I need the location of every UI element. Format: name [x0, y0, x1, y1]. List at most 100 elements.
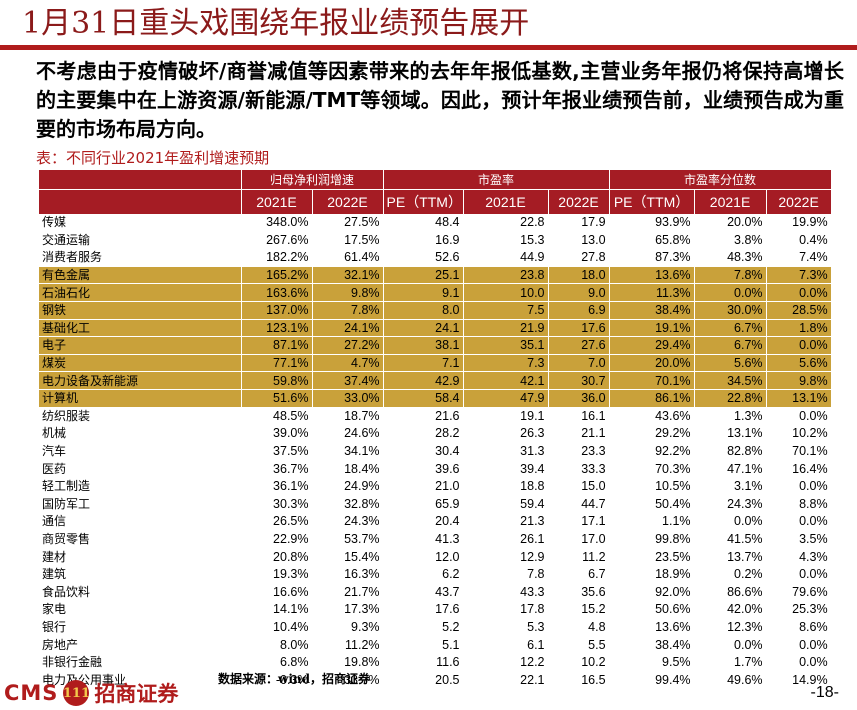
value-cell: 0.0%: [766, 635, 832, 654]
value-cell: 4.7%: [312, 354, 384, 373]
value-cell: 16.6%: [241, 582, 313, 601]
value-cell: 87.3%: [609, 248, 695, 267]
value-cell: 12.0: [383, 547, 464, 566]
logo-badge-icon: 111: [62, 680, 91, 706]
value-cell: 22.8: [463, 214, 549, 232]
value-cell: 9.5%: [609, 653, 695, 671]
industry-name-cell: 建材: [39, 547, 242, 566]
value-cell: 348.0%: [241, 214, 313, 232]
value-cell: 16.4%: [766, 459, 832, 478]
industry-name-cell: 纺织服装: [39, 407, 242, 425]
value-cell: 10.0: [463, 283, 549, 302]
industry-name-cell: 国防军工: [39, 495, 242, 513]
value-cell: 17.9: [548, 214, 610, 232]
value-cell: 30.7: [548, 371, 610, 390]
value-cell: 0.0%: [766, 565, 832, 583]
industry-name-cell: 基础化工: [39, 319, 242, 338]
value-cell: 35.1: [463, 336, 549, 355]
value-cell: 12.9: [463, 547, 549, 566]
value-cell: 6.7%: [694, 336, 767, 355]
value-cell: 20.5: [383, 670, 464, 689]
value-cell: 0.0%: [694, 635, 767, 654]
value-cell: 35.6: [548, 582, 610, 601]
value-cell: 19.8%: [312, 653, 384, 671]
value-cell: 70.1%: [609, 371, 695, 390]
column-header: 2021E: [463, 189, 549, 214]
company-logo: CMS 111 招商证券: [4, 678, 178, 708]
value-cell: 6.7: [548, 565, 610, 583]
column-header: 2022E: [766, 189, 832, 214]
value-cell: 24.3%: [312, 512, 384, 531]
value-cell: 24.9%: [312, 477, 384, 495]
value-cell: 30.4: [383, 442, 464, 460]
table-row: 电子 87.1% 27.2% 38.1 35.1 27.6 29.4% 6.7% 0.0%: [39, 336, 832, 355]
value-cell: 10.5%: [609, 477, 695, 495]
table-row: 消费者服务 182.2% 61.4% 52.6 44.9 27.8 87.3% 48.3% 7.…: [39, 248, 832, 267]
value-cell: 7.8%: [312, 301, 384, 320]
value-cell: 26.3: [463, 424, 549, 443]
industry-name-cell: 通信: [39, 512, 242, 531]
value-cell: 33.7%: [312, 670, 384, 689]
value-cell: 11.2: [548, 547, 610, 566]
logo-badge-text: 111: [62, 685, 91, 701]
value-cell: 8.6%: [766, 618, 832, 636]
value-cell: 11.3%: [609, 283, 695, 302]
industry-name-cell: 机械: [39, 424, 242, 443]
value-cell: 15.2: [548, 600, 610, 619]
value-cell: 11.6: [383, 653, 464, 671]
industry-name-cell: 电力设备及新能源: [39, 371, 242, 390]
value-cell: 65.8%: [609, 231, 695, 249]
value-cell: 0.0%: [694, 283, 767, 302]
value-cell: 70.1%: [766, 442, 832, 460]
value-cell: 6.1: [463, 635, 549, 654]
value-cell: 22.8%: [694, 389, 767, 408]
value-cell: 58.4: [383, 389, 464, 408]
industry-name-cell: 食品饮料: [39, 582, 242, 601]
value-cell: 21.1: [548, 424, 610, 443]
industry-name-cell: 钢铁: [39, 301, 242, 320]
value-cell: 21.6: [383, 407, 464, 425]
table-row: 电力及公用事业 -0.3% 33.7% 20.5 22.1 16.5 99.4% 49.6% 1…: [39, 670, 832, 689]
column-header: 2021E: [694, 189, 767, 214]
value-cell: 38.4%: [609, 635, 695, 654]
value-cell: 6.9: [548, 301, 610, 320]
table-row: 建筑 19.3% 16.3% 6.2 7.8 6.7 18.9% 0.2% 0.0%: [39, 565, 832, 583]
value-cell: 43.6%: [609, 407, 695, 425]
column-header: PE（TTM）: [383, 189, 464, 214]
value-cell: 0.0%: [766, 477, 832, 495]
value-cell: 99.8%: [609, 530, 695, 548]
value-cell: 47.9: [463, 389, 549, 408]
value-cell: 4.3%: [766, 547, 832, 566]
value-cell: 16.9: [383, 231, 464, 249]
value-cell: 27.8: [548, 248, 610, 267]
value-cell: 20.4: [383, 512, 464, 531]
value-cell: 0.2%: [694, 565, 767, 583]
value-cell: 92.2%: [609, 442, 695, 460]
table-row: 电力设备及新能源 59.8% 37.4% 42.9 42.1 30.7 70.1% 34.5%…: [39, 371, 832, 390]
value-cell: 37.4%: [312, 371, 384, 390]
value-cell: 29.2%: [609, 424, 695, 443]
value-cell: 267.6%: [241, 231, 313, 249]
slide-body-text: 不考虑由于疫情破坏/商誉减值等因素带来的去年年报低基数,主营业务年报仍将保持高增…: [36, 59, 844, 141]
value-cell: 5.3: [463, 618, 549, 636]
table-row: 计算机 51.6% 33.0% 58.4 47.9 36.0 86.1% 22.8% 13.1%: [39, 389, 832, 408]
industry-name-cell: 非银行金融: [39, 653, 242, 671]
value-cell: 43.3: [463, 582, 549, 601]
table-row: 钢铁 137.0% 7.8% 8.0 7.5 6.9 38.4% 30.0% 28.5%: [39, 301, 832, 320]
value-cell: 18.7%: [312, 407, 384, 425]
table-row: 建材 20.8% 15.4% 12.0 12.9 11.2 23.5% 13.7% 4.3%: [39, 547, 832, 566]
value-cell: 53.7%: [312, 530, 384, 548]
industry-name-cell: 有色金属: [39, 266, 242, 285]
industry-name-cell: 煤炭: [39, 354, 242, 373]
value-cell: 6.7%: [694, 319, 767, 338]
value-cell: 123.1%: [241, 319, 313, 338]
value-cell: 5.2: [383, 618, 464, 636]
value-cell: 49.6%: [694, 670, 767, 689]
table-row: 国防军工 30.3% 32.8% 65.9 59.4 44.7 50.4% 24.3% 8.8%: [39, 495, 832, 513]
table-row: 煤炭 77.1% 4.7% 7.1 7.3 7.0 20.0% 5.6% 5.6%: [39, 354, 832, 373]
column-header: 2021E: [241, 189, 313, 214]
value-cell: 8.8%: [766, 495, 832, 513]
value-cell: 7.8%: [694, 266, 767, 285]
table-row: 传媒 348.0% 27.5% 48.4 22.8 17.9 93.9% 20.0% 19.9%: [39, 214, 832, 232]
value-cell: 30.3%: [241, 495, 313, 513]
